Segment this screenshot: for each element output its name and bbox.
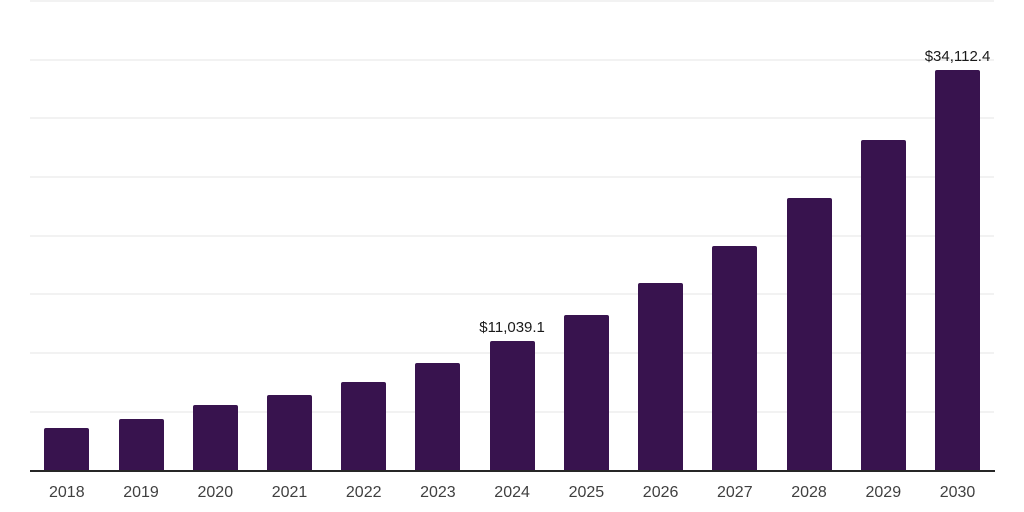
x-tick-2030: 2030 (939, 484, 976, 501)
x-tick-2027: 2027 (717, 484, 753, 501)
data-label-2030: $34,112.4 (924, 48, 991, 66)
bar-2021[interactable] (267, 394, 312, 471)
gridline-25000 (30, 176, 994, 179)
x-tick-2029: 2029 (865, 484, 902, 501)
gridline-20000 (30, 234, 994, 237)
bar-2030[interactable] (935, 70, 980, 471)
x-tick-2022: 2022 (345, 484, 382, 501)
bar-2019[interactable] (118, 419, 164, 471)
x-tick-2021: 2021 (271, 484, 308, 501)
gridline-40000 (30, 0, 994, 2)
bar-2029[interactable] (860, 140, 906, 471)
bar-2022[interactable] (341, 382, 387, 471)
x-tick-2018: 2018 (49, 484, 85, 501)
data-label-2024: $11,039.1 (479, 318, 545, 336)
x-tick-2020: 2020 (197, 484, 234, 501)
bar-2024[interactable] (489, 340, 535, 471)
gridline-15000 (30, 293, 994, 296)
gridline-30000 (30, 117, 994, 120)
bar-2028[interactable] (786, 198, 832, 471)
bar-2027[interactable] (712, 245, 758, 471)
gridline-35000 (30, 58, 994, 61)
bar-2025[interactable] (563, 315, 609, 471)
x-axis-line (30, 470, 995, 472)
x-tick-2025: 2025 (568, 484, 605, 501)
bar-2026[interactable] (638, 283, 684, 471)
x-tick-2023: 2023 (420, 484, 456, 501)
bar-2018[interactable] (44, 428, 90, 471)
bar-2023[interactable] (415, 362, 461, 471)
x-tick-2026: 2026 (642, 484, 679, 501)
x-tick-2024: 2024 (494, 484, 530, 501)
x-tick-2028: 2028 (791, 484, 827, 501)
x-tick-2019: 2019 (123, 484, 159, 501)
bar-2020[interactable] (192, 405, 238, 471)
